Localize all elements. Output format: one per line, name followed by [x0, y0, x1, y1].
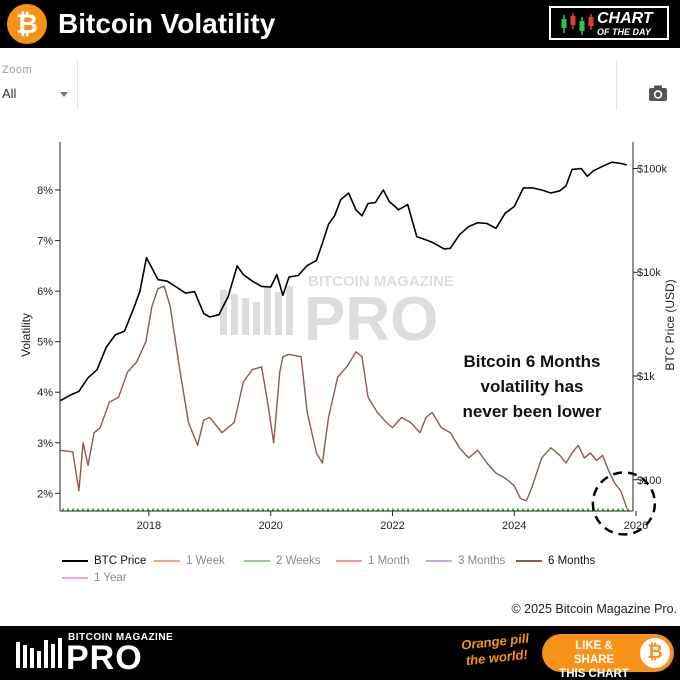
volatility-chart: BITCOIN MAGAZINE PRO 2018 2020 2022 2024 202… [37, 142, 667, 536]
axes: 2018 2020 2022 2024 2026 2% 3% 4% 5% 6% 7% 8% $100 $1… [37, 142, 667, 532]
chart-toolbar: Zoom All [0, 58, 680, 112]
legend-label: 2 Weeks [276, 555, 321, 567]
legend-swatch [516, 560, 542, 562]
legend-swatch [62, 560, 88, 562]
toolbar-divider [616, 60, 617, 110]
page-title: Bitcoin Volatility [58, 8, 276, 39]
bitcoin-logo-icon: ₿ [7, 4, 47, 44]
y-right-tick-label: $100k [637, 163, 667, 175]
y-left-tick-label: 5% [37, 337, 53, 349]
annotation-text-line: Bitcoin 6 Months [464, 352, 601, 371]
y-left-tick-label: 2% [37, 488, 53, 500]
legend-label: 3 Months [458, 555, 506, 567]
chart-of-the-day-badge: CHART OF THE DAY [549, 6, 669, 40]
y-right-tick-label: $10k [637, 267, 661, 279]
legend-label: 1 Week [186, 555, 225, 567]
toolbar-divider [77, 60, 78, 110]
legend-swatch [62, 577, 88, 579]
x-tick-label: 2026 [624, 520, 648, 532]
share-button-label: LIKE & SHARE THIS CHART [554, 639, 634, 681]
legend-swatch [154, 560, 180, 562]
footer-brand-big: PRO [66, 639, 143, 677]
annotation-layer: Bitcoin 6 Months volatility has never been… [463, 352, 657, 536]
zoom-value: All [2, 86, 17, 101]
bitcoin-magazine-logo-icon [16, 638, 62, 668]
x-tick-label: 2024 [502, 520, 526, 532]
footer-tagline: Orange pill the world! [461, 631, 532, 670]
bitcoin-coin-icon: ₿ [640, 638, 670, 668]
legend-swatch [426, 560, 452, 562]
watermark: BITCOIN MAGAZINE PRO [220, 273, 454, 354]
highlight-circle [591, 471, 657, 536]
y-right-tick-label: $100 [637, 475, 661, 487]
chevron-down-icon [60, 92, 68, 97]
legend-swatch [336, 560, 362, 562]
watermark-line1: BITCOIN MAGAZINE [308, 273, 454, 290]
y-axis-left-label: Volatility [19, 312, 33, 358]
legend-label: 6 Months [548, 555, 596, 567]
watermark-mark-icon [220, 286, 293, 335]
annotation-text-line: never been lower [463, 402, 602, 421]
legend-label: 1 Month [368, 555, 410, 567]
series-layer [60, 161, 628, 509]
share-line1: LIKE & SHARE [573, 640, 615, 666]
copyright-text: © 2025 Bitcoin Magazine Pro. [511, 602, 677, 616]
footer-brand-small: BITCOIN MAGAZINE [68, 632, 174, 643]
x-tick-label: 2018 [137, 520, 161, 532]
badge-line1: CHART [597, 10, 653, 27]
y-left-tick-label: 7% [37, 236, 53, 248]
y-right-tick-label: $1k [637, 371, 655, 383]
y-left-tick-label: 3% [37, 438, 53, 450]
share-line2: THIS CHART [559, 668, 629, 680]
footer-bar: BITCOIN MAGAZINE PRO Orange pill the wor… [0, 626, 680, 680]
header-bar: ₿ Bitcoin Volatility CHART OF THE DAY [0, 0, 680, 48]
zoom-select[interactable]: All [0, 84, 74, 106]
annotation-text-line: volatility has [481, 377, 584, 396]
watermark-line2: PRO [304, 285, 438, 354]
like-share-button[interactable]: LIKE & SHARE THIS CHART ₿ [542, 634, 674, 680]
x-tick-label: 2022 [380, 520, 404, 532]
y-left-tick-label: 6% [37, 286, 53, 298]
badge-line2: OF THE DAY [597, 27, 651, 37]
series-6-months-line [60, 285, 628, 509]
series-btc-price-line [60, 161, 628, 402]
camera-icon[interactable] [648, 84, 668, 102]
y-axis-right-label: BTC Price (USD) [663, 279, 677, 371]
y-left-tick-label: 4% [37, 387, 53, 399]
y-left-tick-label: 8% [37, 185, 53, 197]
legend-label: BTC Price [94, 555, 147, 567]
x-tick-label: 2020 [258, 520, 282, 532]
legend-label: 1 Year [94, 572, 127, 584]
zoom-label: Zoom [2, 64, 33, 76]
candlestick-icon [561, 13, 594, 35]
legend-swatch [244, 560, 270, 562]
